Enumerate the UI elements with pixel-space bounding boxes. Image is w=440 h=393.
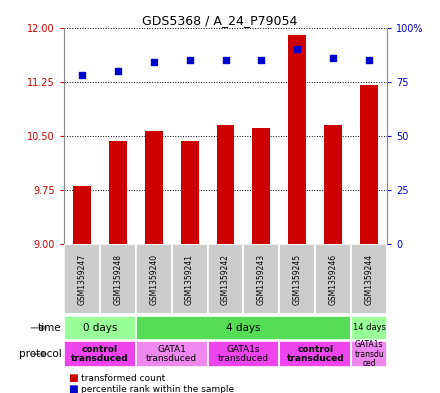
Bar <box>100 244 136 314</box>
Bar <box>315 244 351 314</box>
Bar <box>279 244 315 314</box>
Bar <box>64 244 100 314</box>
Text: GSM1359242: GSM1359242 <box>221 253 230 305</box>
Text: time: time <box>38 323 62 333</box>
Bar <box>351 244 387 314</box>
Bar <box>351 316 387 340</box>
Point <box>150 59 157 65</box>
Text: GSM1359245: GSM1359245 <box>293 253 302 305</box>
Bar <box>351 341 387 367</box>
Text: ■: ■ <box>68 373 78 383</box>
Text: GDS5368 / A_24_P79054: GDS5368 / A_24_P79054 <box>142 14 298 27</box>
Text: control
transduced: control transduced <box>286 345 344 364</box>
Point <box>78 72 85 78</box>
Text: protocol: protocol <box>19 349 62 359</box>
Text: GSM1359240: GSM1359240 <box>149 253 158 305</box>
Text: transformed count: transformed count <box>81 374 165 382</box>
Text: GSM1359247: GSM1359247 <box>77 253 86 305</box>
Text: GATA1
transduced: GATA1 transduced <box>146 345 197 364</box>
Text: percentile rank within the sample: percentile rank within the sample <box>81 385 235 393</box>
Bar <box>324 125 342 244</box>
Bar <box>180 141 198 244</box>
Bar <box>73 186 91 244</box>
Bar <box>64 341 136 367</box>
Bar <box>208 244 243 314</box>
Text: GATA1s
transdu
ced: GATA1s transdu ced <box>354 340 384 368</box>
Bar <box>208 341 279 367</box>
Text: GSM1359241: GSM1359241 <box>185 253 194 305</box>
Bar <box>216 125 235 244</box>
Point <box>186 57 193 63</box>
Bar <box>136 341 208 367</box>
Text: 4 days: 4 days <box>226 323 261 333</box>
Point <box>294 46 301 52</box>
Bar <box>288 35 306 244</box>
Bar <box>64 316 136 340</box>
Text: GSM1359244: GSM1359244 <box>365 253 374 305</box>
Text: GSM1359246: GSM1359246 <box>329 253 338 305</box>
Bar <box>136 316 351 340</box>
Bar <box>136 244 172 314</box>
Bar <box>109 141 127 244</box>
Bar <box>243 244 279 314</box>
Text: GATA1s
transduced: GATA1s transduced <box>218 345 269 364</box>
Bar <box>279 341 351 367</box>
Text: 0 days: 0 days <box>83 323 117 333</box>
Text: control
transduced: control transduced <box>71 345 128 364</box>
Bar <box>172 244 208 314</box>
Text: 14 days: 14 days <box>353 323 386 332</box>
Point <box>258 57 265 63</box>
Bar <box>253 129 271 244</box>
Bar <box>145 131 163 244</box>
Point <box>330 55 337 61</box>
Point <box>366 57 373 63</box>
Point <box>222 57 229 63</box>
Point <box>114 68 121 74</box>
Text: GSM1359248: GSM1359248 <box>113 253 122 305</box>
Text: GSM1359243: GSM1359243 <box>257 253 266 305</box>
Bar <box>360 85 378 244</box>
Text: ■: ■ <box>68 384 78 393</box>
